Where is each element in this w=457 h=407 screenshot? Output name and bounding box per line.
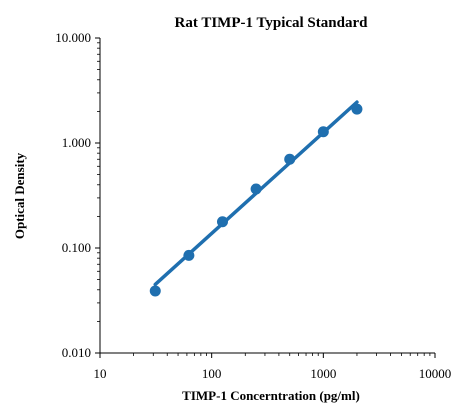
y-axis-label: Optical Density [12,152,27,239]
data-point [149,285,161,297]
x-tick-label: 100 [202,366,222,381]
y-tick-label: 0.010 [62,345,91,360]
x-tick-labels: 10 100 1000 10000 [94,366,452,381]
x-tick-label: 10 [94,366,107,381]
axes [95,37,436,358]
y-tick-label: 0.100 [62,240,91,255]
data-point [284,153,296,165]
data-points [149,103,363,297]
data-point [351,103,363,115]
x-tick-label: 10000 [419,366,452,381]
x-axis-label: TIMP-1 Concerntration (pg/ml) [182,388,360,403]
y-tick-label: 10.000 [55,30,91,45]
data-point [183,249,195,261]
y-tick-labels: 10.000 1.000 0.100 0.010 [55,30,91,360]
chart-title: Rat TIMP-1 Typical Standard [175,15,369,31]
data-point [250,183,262,195]
data-point [216,216,228,228]
data-point [317,126,329,138]
y-tick-label: 1.000 [62,135,91,150]
x-tick-label: 1000 [310,366,336,381]
